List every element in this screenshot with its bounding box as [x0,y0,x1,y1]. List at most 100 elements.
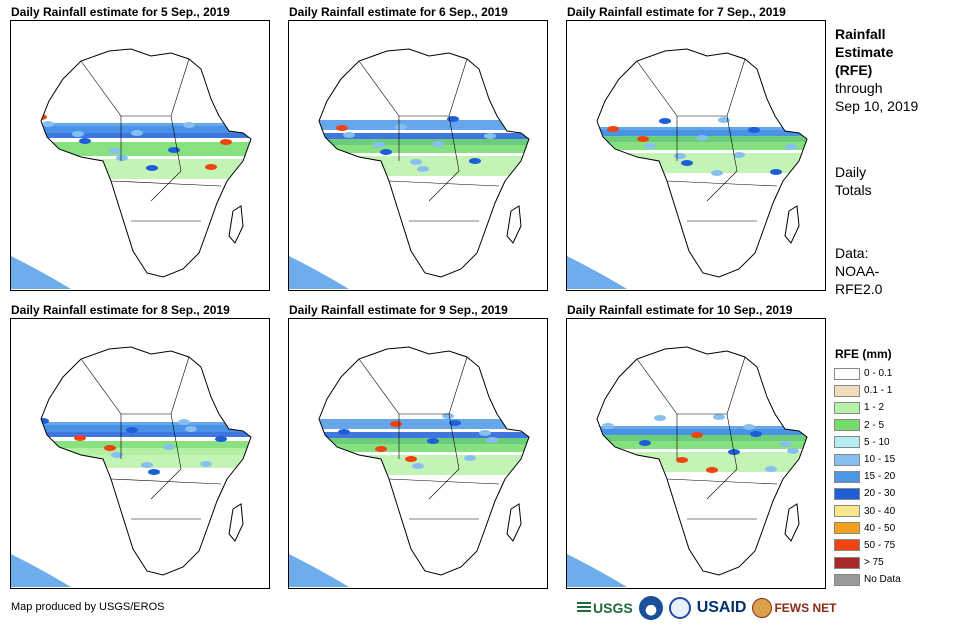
country-border [358,58,468,117]
rain-band [41,448,251,468]
data-line: Data: [835,245,869,261]
rain-cell [111,452,123,458]
rain-cell [183,122,195,128]
legend-item: 40 - 50 [834,520,901,537]
heading-line: (RFE) [835,62,873,78]
rain-cell [442,413,454,419]
rain-cell [353,464,365,470]
continent-outline [318,48,530,278]
country-border [388,180,500,187]
rain-cell [380,149,392,155]
rain-cell [215,436,227,442]
country-border [666,180,778,187]
rainfall-layer [319,412,529,475]
rain-cell [104,445,116,451]
rain-cell [681,160,693,166]
map-panel [288,20,548,291]
rainfall-map [567,346,808,587]
country-border [80,356,190,415]
rainfall-layer [41,114,251,179]
legend-item: 30 - 40 [834,503,901,520]
rain-cell [131,130,143,136]
legend-swatch [834,556,860,569]
map-panel [566,20,826,291]
ocean-rain [289,256,349,289]
legend-label: > 75 [864,557,884,569]
rain-cell [336,125,348,131]
rain-cell [412,463,424,469]
madagascar-outline [784,205,800,244]
rain-cell [163,444,175,450]
legend-swatch [834,522,860,535]
rain-cell [748,127,760,133]
rain-cell [464,455,476,461]
legend-label: 2 - 5 [864,419,885,431]
legend-swatch [834,573,860,586]
legend-swatch [834,401,860,414]
rain-cell [109,148,121,154]
totals-line: Daily [835,164,867,180]
rain-cell [733,152,745,158]
globe-icon [752,598,773,618]
madagascar-outline [784,503,800,542]
rain-band [319,139,529,153]
rain-cell [141,462,153,468]
country-border [358,356,468,415]
legend-label: 40 - 50 [864,522,896,534]
rain-cell [395,124,407,130]
legend-item: 0.1 - 1 [834,382,901,399]
credit-text: Map produced by USGS/EROS [11,601,165,613]
through-line: through [835,80,883,96]
rain-cell [602,423,614,429]
legend-swatch [834,367,860,380]
rain-cell [41,114,47,120]
data-source-note: Data: NOAA- RFE2.0 [835,244,882,298]
rainfall-map [289,48,530,289]
legend-label: 20 - 30 [864,488,896,500]
rain-cell [617,458,629,464]
rain-cell [447,116,459,122]
panel-title: Daily Rainfall estimate for 5 Sep., 2019 [11,5,230,19]
rain-cell [148,469,160,475]
ocean-rain [567,554,627,587]
country-border [110,478,222,485]
rain-cell [711,170,723,176]
legend-label: 5 - 10 [864,436,890,448]
legend-item: 5 - 10 [834,434,901,451]
rain-cell [787,448,799,454]
rain-cell [79,138,91,144]
rain-cell [696,135,708,141]
legend-swatch [834,453,860,466]
rain-cell [654,415,666,421]
rain-cell [432,141,444,147]
rain-band [319,120,529,130]
rain-cell [146,165,158,171]
rain-cell [743,424,755,430]
rain-cell [417,166,429,172]
legend-swatch [834,539,860,552]
ocean-rain [11,554,71,587]
rain-cell [358,167,370,173]
country-border [110,180,222,187]
rainfall-map [289,346,530,587]
country-border [150,115,182,202]
totals-line: Totals [835,182,872,198]
rainfall-map [11,346,252,587]
panel-title: Daily Rainfall estimate for 7 Sep., 2019 [567,5,786,19]
rain-cell [178,419,190,425]
legend-label: 15 - 20 [864,471,896,483]
through-line: Sep 10, 2019 [835,98,919,114]
rain-cell [74,435,86,441]
country-border [666,478,778,485]
panel-title: Daily Rainfall estimate for 9 Sep., 2019 [289,303,508,317]
rainfall-layer [597,117,807,176]
rain-cell [126,427,138,433]
legend-item: No Data [834,571,901,588]
map-panel [10,318,270,589]
country-border [428,115,460,202]
rain-cell [750,431,762,437]
ocean-rain [11,256,71,289]
noaa-logo-icon [638,596,663,620]
rain-cell [42,121,54,127]
country-border [80,58,190,117]
